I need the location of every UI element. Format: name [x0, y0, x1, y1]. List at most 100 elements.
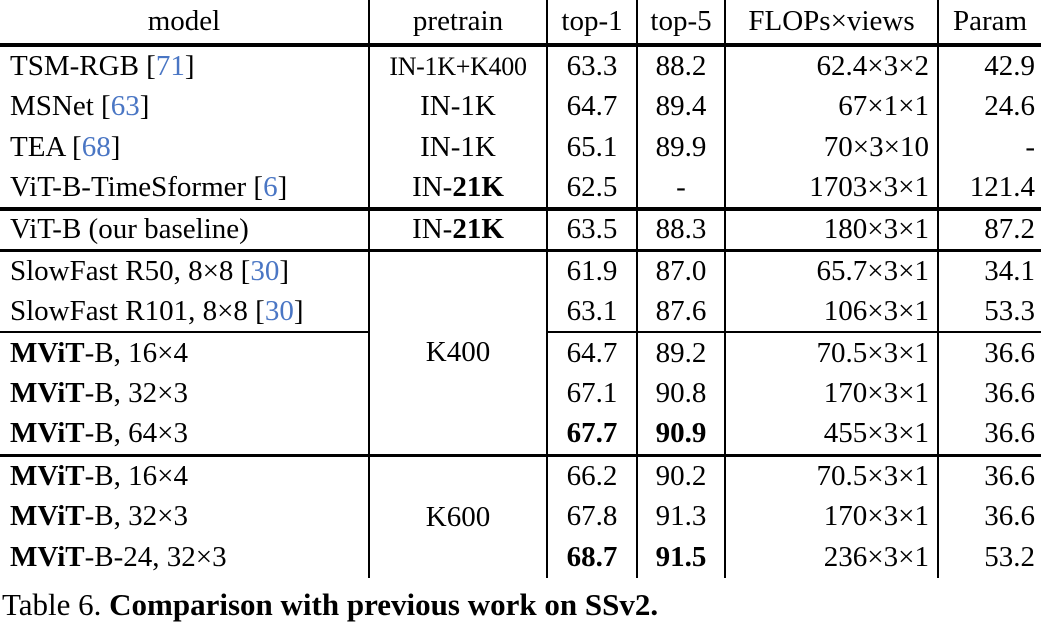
top1-cell: 67.1: [546, 373, 637, 414]
top1-cell: 67.8: [546, 496, 637, 537]
table-row: SlowFast R50, 8×8 [30] K400 61.9 87.0 65.7×3…: [0, 248, 1041, 455]
text-segment: 65.7×3×1: [816, 254, 929, 287]
text-segment: 170×3×1: [823, 500, 929, 532]
top5-cell: 87.0: [636, 248, 725, 291]
citation-link[interactable]: 30: [250, 254, 280, 287]
text-segment: 90.8: [655, 377, 707, 409]
model-cell: TSM-RGB [71]: [0, 45, 369, 86]
text-segment: 34.1: [984, 254, 1035, 287]
text-segment: SlowFast R101, 8×8 [: [10, 294, 265, 327]
top1-cell: 64.7: [546, 331, 637, 373]
param-cell: 42.9: [937, 45, 1041, 86]
text-segment: 24.6: [984, 90, 1035, 122]
text-segment: MViT: [10, 500, 85, 532]
citation-link[interactable]: 71: [155, 50, 185, 82]
text-segment: ]: [293, 294, 304, 327]
top5-cell: 91.3: [636, 496, 725, 537]
param-cell: 36.6: [937, 414, 1041, 455]
table-caption: Table 6. Comparison with previous work o…: [2, 587, 1041, 622]
pretrain-cell: IN-21K: [368, 168, 547, 209]
table-row: MViT-B, 32×3 67.8 91.3 170×3×1 36.6: [0, 496, 1041, 537]
top5-cell: 89.4: [636, 86, 725, 127]
citation-link[interactable]: 63: [110, 90, 140, 122]
param-cell: 34.1: [937, 248, 1041, 291]
param-cell: 121.4: [937, 168, 1041, 209]
text-segment: ]: [139, 90, 150, 122]
text-segment: 89.9: [655, 131, 707, 163]
citation-link[interactable]: 30: [264, 294, 294, 327]
text-segment: MViT: [10, 459, 85, 492]
text-segment: 64.7: [566, 90, 618, 122]
top5-cell: -: [636, 168, 725, 209]
table-row: MViT-B, 64×3 67.7 90.9 455×3×1 36.6: [0, 414, 1041, 455]
citation-link[interactable]: 6: [263, 171, 278, 203]
model-cell: MViT-B, 16×4: [0, 453, 369, 496]
text-segment: MViT: [10, 336, 85, 369]
text-segment: 1703×3×1: [809, 171, 929, 203]
text-segment: 67×1×1: [838, 90, 929, 122]
caption-label: Table 6.: [2, 587, 110, 622]
text-segment: ViT-B (our baseline): [10, 213, 249, 246]
text-segment: 36.6: [984, 459, 1035, 492]
text-segment: ]: [184, 50, 195, 82]
flops-views-cell: 65.7×3×1: [724, 248, 938, 291]
text-segment: 70×3×10: [823, 131, 929, 163]
model-cell: MViT-B, 16×4: [0, 331, 369, 373]
top5-cell: 88.2: [636, 45, 725, 86]
model-cell: ViT-B (our baseline): [0, 207, 369, 250]
top5-cell: 90.8: [636, 373, 725, 414]
flops-views-cell: 67×1×1: [724, 86, 938, 127]
text-segment: 88.3: [655, 213, 707, 246]
text-segment: -B-24, 32×3: [84, 541, 227, 573]
flops-views-cell: 455×3×1: [724, 414, 938, 455]
flops-views-cell: 106×3×1: [724, 291, 938, 332]
model-cell: MSNet [63]: [0, 86, 369, 127]
text-segment: -B, 64×3: [84, 417, 188, 450]
flops-views-cell: 170×3×1: [724, 496, 938, 537]
text-segment: 68.7: [566, 541, 618, 573]
table-row: ViT-B-TimeSformer [6] IN-21K 62.5-1703×3×1…: [0, 168, 1041, 209]
col-header-model: model: [0, 0, 369, 47]
table-row: MViT-B-24, 32×3 68.7 91.5 236×3×1 53.2: [0, 537, 1041, 578]
text-segment: MViT: [10, 377, 85, 409]
text-segment: 88.2: [655, 50, 707, 82]
text-segment: 63.1: [566, 294, 618, 327]
top5-cell: 90.2: [636, 453, 725, 496]
text-segment: ]: [277, 171, 288, 203]
text-segment: IN-1K: [420, 131, 496, 163]
top1-cell: 68.7: [546, 537, 637, 578]
text-segment: 63.5: [566, 213, 618, 246]
param-cell: 87.2: [937, 207, 1041, 250]
text-segment: 70.5×3×1: [816, 336, 929, 369]
top1-cell: 67.7: [546, 414, 637, 455]
text-segment: TSM-RGB [: [10, 50, 156, 82]
table-row: MSNet [63] IN-1K 64.7 89.4 67×1×1 24.6: [0, 86, 1041, 127]
text-segment: -B, 32×3: [84, 500, 188, 532]
pretrain-cell: IN-1K+K400: [368, 45, 547, 86]
param-cell: 36.6: [937, 373, 1041, 414]
text-segment: 91.3: [655, 500, 707, 532]
text-segment: 62.4×3×2: [816, 50, 929, 82]
text-segment: 67.8: [566, 500, 618, 532]
model-cell: TEA [68]: [0, 127, 369, 168]
table-body: TSM-RGB [71] IN-1K+K400 63.3 88.2 62.4×3×2 42…: [0, 45, 1041, 578]
top5-cell: 89.2: [636, 331, 725, 373]
text-segment: IN-1K+K400: [389, 51, 527, 81]
text-segment: 36.6: [984, 500, 1035, 532]
top5-cell: 87.6: [636, 291, 725, 332]
text-segment: -: [676, 171, 686, 203]
param-cell: 53.3: [937, 291, 1041, 332]
col-header-top5: top-5: [636, 0, 725, 47]
text-segment: 89.4: [655, 90, 707, 122]
param-cell: 36.6: [937, 453, 1041, 496]
text-segment: 53.3: [984, 294, 1035, 327]
text-segment: 455×3×1: [823, 417, 929, 450]
table-header: model pretrain top-1 top-5 FLOPs×views P…: [0, 0, 1041, 47]
model-cell: SlowFast R101, 8×8 [30]: [0, 291, 369, 332]
pretrain-cell: IN-1K: [368, 86, 547, 127]
text-segment: 21K: [452, 171, 504, 203]
citation-link[interactable]: 68: [81, 131, 111, 163]
top1-cell: 61.9: [546, 248, 637, 291]
text-segment: IN-1K: [420, 90, 496, 122]
param-cell: -: [937, 127, 1041, 168]
